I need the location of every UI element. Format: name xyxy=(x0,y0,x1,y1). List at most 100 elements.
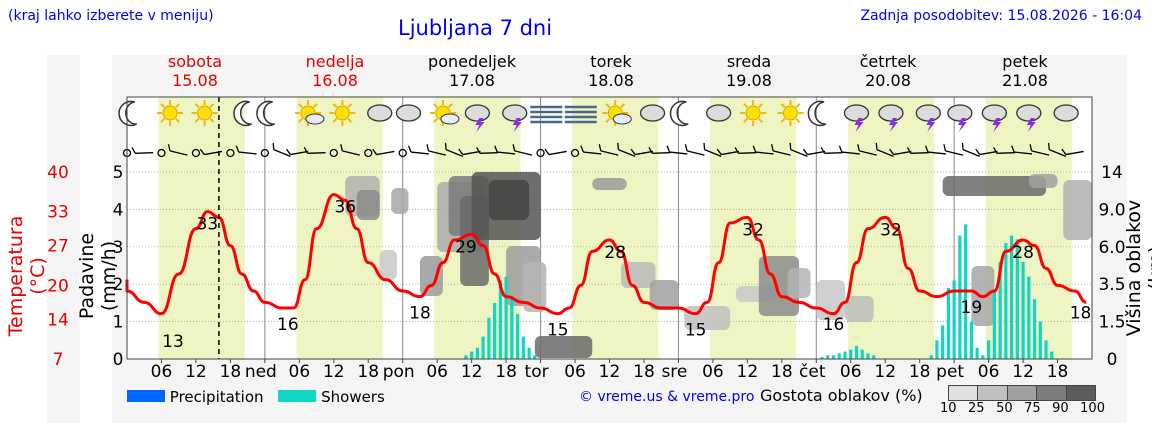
calm-wind-marker xyxy=(191,148,201,158)
wind-barb xyxy=(580,145,602,155)
calm-wind-marker xyxy=(536,148,545,158)
wind-shaft xyxy=(772,150,791,156)
density-swatch-75 xyxy=(1037,386,1067,400)
fog-icon xyxy=(530,105,563,124)
wind-barb xyxy=(993,147,1015,154)
day-header-1: nedelja 16.08 xyxy=(305,52,365,90)
cloud-density-ticks: 10 25 50 75 90 100 xyxy=(940,401,1105,416)
sun-ray xyxy=(312,103,318,109)
wind-shaft xyxy=(790,149,808,157)
wind-shaft xyxy=(376,150,395,156)
wind-barb xyxy=(943,144,964,156)
wind-shaft xyxy=(548,150,567,156)
wind-shaft xyxy=(755,151,774,155)
wind-shaft xyxy=(1014,151,1033,155)
wind-feather xyxy=(648,147,653,154)
shower-bar xyxy=(475,347,479,359)
wind-barb xyxy=(494,145,516,155)
wind-feather xyxy=(408,145,412,153)
x-tick-label: 18 xyxy=(220,362,242,382)
cloud-shape xyxy=(367,104,393,122)
wind-feather xyxy=(303,147,309,154)
shower-bar xyxy=(935,340,939,359)
sun-ray xyxy=(298,117,303,123)
sun-ray xyxy=(332,117,338,123)
gridlines xyxy=(127,171,1092,322)
last-update: Zadnja posodobitev: 15.08.2026 - 16:04 xyxy=(860,8,1142,24)
left-axis-panel xyxy=(47,55,80,423)
shower-bar xyxy=(1021,261,1025,359)
moon-shape xyxy=(807,100,827,127)
shower-bar xyxy=(493,302,497,359)
wind-feather xyxy=(802,148,808,155)
daylight-bands xyxy=(127,97,1092,359)
temperature-label: 13 xyxy=(162,332,184,352)
wind-barb xyxy=(131,147,154,154)
wind-barb xyxy=(906,147,929,154)
x-tick-label: pet xyxy=(936,362,964,382)
shower-bar xyxy=(998,261,1002,359)
x-tick-label: 12 xyxy=(185,362,207,382)
wind-shaft xyxy=(721,150,740,156)
sun-ray xyxy=(332,103,338,109)
wind-barb xyxy=(630,148,653,156)
cloud-shape xyxy=(612,113,632,125)
wind-barb xyxy=(544,148,567,156)
wind-feather xyxy=(131,147,136,154)
cloud-shape xyxy=(502,104,528,122)
wind-shaft xyxy=(686,150,705,156)
temperature-axis-title: Temperatura (°C) xyxy=(5,215,49,337)
x-tick-label: tor xyxy=(525,362,549,382)
sun-ray xyxy=(743,117,749,123)
density-tick: 90 xyxy=(1052,401,1069,416)
wind-shaft xyxy=(669,151,688,155)
wind-shaft xyxy=(910,152,929,154)
wind-barb xyxy=(272,142,291,157)
x-tick-label: 18 xyxy=(771,362,793,382)
wind-shaft xyxy=(704,149,722,157)
cloud-shape xyxy=(705,104,732,122)
cloud-blob xyxy=(787,268,811,298)
shower-bar xyxy=(504,276,508,359)
cloud-icon xyxy=(639,104,666,122)
cloud-blob xyxy=(592,178,627,190)
moon-icon xyxy=(807,100,827,127)
cloud-height-tick: 14 xyxy=(1101,163,1123,183)
wind-feather xyxy=(544,148,550,155)
shower-bar xyxy=(987,340,991,359)
shower-bar xyxy=(1004,243,1008,359)
thunder-icon xyxy=(878,104,904,132)
x-tick-label: 12 xyxy=(599,362,621,382)
x-tick-label: 06 xyxy=(289,362,311,382)
wind-shaft xyxy=(462,150,481,156)
thunder-icon xyxy=(981,104,1008,132)
wind-barb xyxy=(857,144,877,156)
sun-ray xyxy=(209,117,215,123)
cloud-density-scale xyxy=(948,385,1096,401)
wind-shaft xyxy=(824,152,843,154)
shower-bar xyxy=(992,291,996,359)
wind-shaft xyxy=(738,152,757,154)
wind-shaft xyxy=(962,149,980,157)
sun-ray xyxy=(743,103,749,109)
cloud-blob xyxy=(1028,174,1058,188)
showers-legend-swatch xyxy=(278,390,317,402)
x-tick-label: 18 xyxy=(495,362,517,382)
shower-bar xyxy=(1050,351,1054,359)
credit-link[interactable]: © vreme.us & vreme.pro xyxy=(579,389,755,405)
x-tick-label: 18 xyxy=(633,362,655,382)
shower-bar xyxy=(515,314,520,359)
partly-icon xyxy=(294,100,325,126)
day-header-3: torek 18.08 xyxy=(588,52,634,90)
wind-feather xyxy=(857,144,860,151)
moon-icon xyxy=(256,100,275,127)
cloud-height-axis: 14 9.0 6.0 3.5 1.5 0 xyxy=(1098,163,1125,370)
wind-barb xyxy=(444,142,463,157)
lightning-bolt xyxy=(926,118,936,132)
x-tick-label: ned xyxy=(245,362,277,382)
showers-legend-label: Showers xyxy=(321,388,385,406)
wind-feather xyxy=(372,148,378,155)
sun-ray xyxy=(160,117,166,123)
shower-bar xyxy=(854,345,859,359)
density-tick: 100 xyxy=(1080,401,1105,416)
